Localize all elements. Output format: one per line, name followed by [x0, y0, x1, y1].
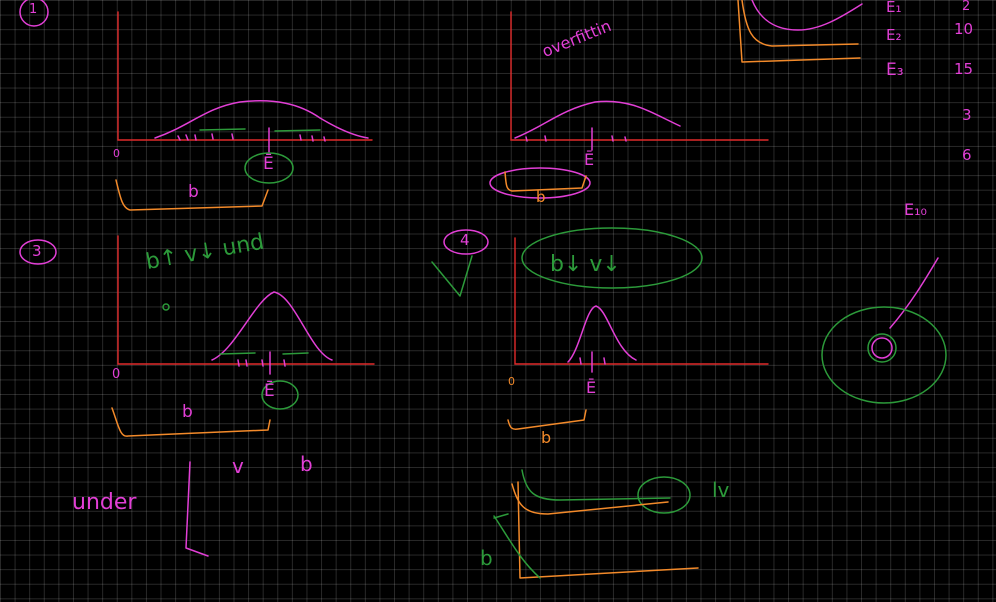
panel-3-e-circle [261, 380, 299, 410]
panel-4-bv-circle [521, 227, 703, 289]
panel-4-curve [567, 305, 637, 363]
target-inner-ring [867, 333, 897, 363]
bias-variance-over-label: b↓ v↓ [550, 252, 621, 277]
variance-circle [637, 476, 691, 514]
bias-curve [493, 515, 541, 579]
panel-4-mean-label: Ē [586, 378, 597, 397]
panel-2-mean-label: Ē [584, 150, 595, 169]
right-number-3: 15 [954, 60, 974, 78]
panel-2-ticks [525, 127, 627, 151]
panel-1-green-bar [199, 128, 321, 132]
panel-3-zero: 0 [112, 367, 121, 382]
panel-3-green-bar [219, 352, 309, 355]
under-label: under [72, 490, 137, 515]
error-curve [511, 483, 669, 515]
panel-4-axes [514, 237, 769, 365]
e1-label: E₁ [886, 0, 902, 16]
panel-4-ticks [579, 351, 606, 373]
variance-curve [521, 469, 671, 501]
panel-1-zero: 0 [113, 147, 120, 160]
lv-label: lv [712, 478, 730, 502]
check-mark [431, 255, 473, 297]
panel-3-axes [117, 235, 375, 365]
bias-label-bottom: b [300, 452, 313, 476]
panel-4-number: 4 [460, 231, 470, 249]
right-number-2: 10 [954, 20, 974, 38]
error-curve-e2 [741, 0, 859, 47]
panel-3 [19, 235, 375, 557]
panel-1-curve [154, 100, 369, 139]
panel-2-b-label: b [536, 188, 546, 206]
panel-2-axes [510, 11, 769, 141]
target [821, 306, 947, 404]
right-number-4: 3 [962, 106, 972, 124]
panel-1-ticks [177, 133, 326, 142]
panel-1 [19, 0, 373, 211]
target-outer-ring [821, 306, 947, 404]
panel-1-number-circle [19, 0, 49, 27]
panel-2-bias-bracket [504, 171, 587, 192]
green-dot [162, 303, 170, 311]
e2-label: E₂ [886, 26, 902, 44]
under-bracket [185, 461, 209, 557]
right-number-1: 2 [962, 0, 971, 14]
bias-variance-curves [493, 469, 699, 579]
panel-4-number-circle [443, 229, 489, 255]
panel-3-curve [211, 291, 333, 361]
panel-1-number: 1 [29, 2, 38, 17]
panel-3-number: 3 [32, 242, 42, 260]
panel-2-curve [514, 100, 681, 139]
panel-3-b-label: b [182, 402, 193, 422]
panel-2-bias-circle [489, 167, 591, 199]
bias-tick [493, 513, 509, 519]
panel-3-ticks [237, 351, 286, 375]
variance-label: v [232, 454, 244, 478]
error-curve-e3 [737, 0, 861, 63]
panel-3-number-circle [19, 239, 57, 265]
panel-2 [489, 11, 769, 199]
bias-axis [517, 481, 699, 579]
panel-4 [431, 227, 769, 430]
panel-1-b-label: b [188, 182, 199, 202]
right-number-5: 6 [962, 146, 972, 164]
panel-1-mean-label: Ē [263, 154, 274, 174]
bias-axis-b-label: b [480, 546, 493, 570]
e10-label: E₁₀ [904, 200, 927, 219]
target-center [871, 337, 893, 359]
arrow-line [889, 257, 939, 329]
panel-4-b-label: b [541, 428, 552, 447]
panel-3-mean-label: Ē [264, 381, 275, 401]
error-curve-e1 [751, 0, 863, 31]
error-curves [737, 0, 939, 329]
panel-3-bias-bracket [111, 407, 271, 437]
panel-1-axes [117, 11, 373, 141]
e3-label: E₃ [886, 60, 904, 80]
panel-4-bias-bracket [507, 409, 587, 430]
panel-1-bias-bracket [115, 179, 269, 211]
panel-4-zero: 0 [508, 375, 515, 388]
panel-1-e-circle [244, 152, 294, 184]
